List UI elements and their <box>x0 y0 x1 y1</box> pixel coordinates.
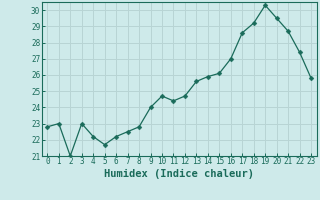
X-axis label: Humidex (Indice chaleur): Humidex (Indice chaleur) <box>104 169 254 179</box>
